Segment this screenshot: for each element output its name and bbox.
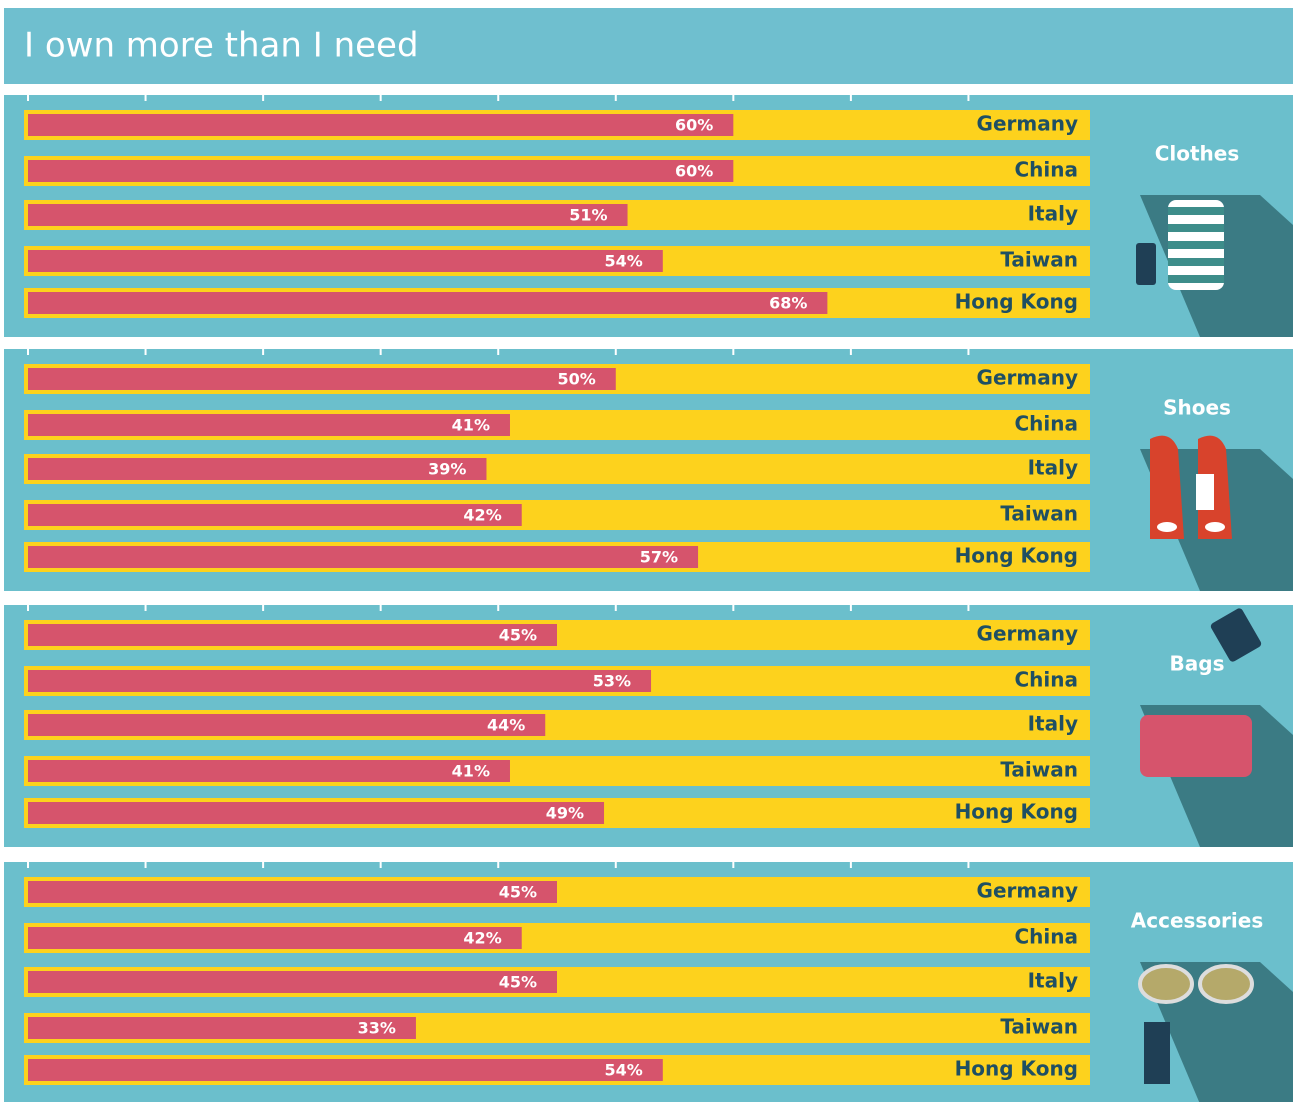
category-title: Accessories — [1131, 909, 1264, 933]
value-label: 39% — [428, 460, 466, 479]
country-label: Italy — [1028, 969, 1078, 993]
icon — [1168, 224, 1224, 232]
value-label: 41% — [452, 762, 490, 781]
value-label: 50% — [557, 370, 595, 389]
value-label: 45% — [499, 883, 537, 902]
bar — [28, 760, 510, 782]
bar — [28, 714, 545, 736]
bar — [28, 546, 698, 568]
country-label: Italy — [1028, 712, 1078, 736]
bar — [28, 971, 557, 993]
country-label: Taiwan — [1000, 502, 1078, 526]
icon — [1144, 1022, 1170, 1084]
bar — [28, 670, 651, 692]
value-label: 60% — [675, 162, 713, 181]
value-label: 54% — [605, 1061, 643, 1080]
country-label: China — [1014, 668, 1078, 692]
value-label: 42% — [463, 929, 501, 948]
bar — [28, 881, 557, 903]
country-label: Hong Kong — [955, 800, 1078, 824]
icon — [1168, 207, 1224, 215]
bar — [28, 368, 616, 390]
bar — [28, 414, 510, 436]
country-label: Taiwan — [1000, 1015, 1078, 1039]
country-label: Germany — [977, 879, 1078, 903]
icon — [1140, 715, 1252, 777]
icon — [1136, 243, 1156, 285]
bar — [28, 160, 733, 182]
bar — [28, 204, 628, 226]
country-label: Taiwan — [1000, 248, 1078, 272]
country-label: Hong Kong — [955, 1057, 1078, 1081]
value-label: 68% — [769, 294, 807, 313]
value-label: 44% — [487, 716, 525, 735]
country-label: China — [1014, 158, 1078, 182]
value-label: 60% — [675, 116, 713, 135]
value-label: 49% — [546, 804, 584, 823]
bar — [28, 927, 522, 949]
value-label: 41% — [452, 416, 490, 435]
value-label: 45% — [499, 973, 537, 992]
icon — [1168, 258, 1224, 266]
panel: Accessories 45% Germany 42% China 45% Italy 33%… — [4, 862, 1293, 1102]
page-title: I own more than I need — [24, 26, 419, 66]
country-label: Germany — [977, 112, 1078, 136]
panel: Bags 45% Germany 53% China 44% Italy 41% Taiwan 4… — [4, 605, 1293, 847]
country-label: China — [1014, 412, 1078, 436]
country-label: Hong Kong — [955, 544, 1078, 568]
bar — [28, 458, 486, 480]
category-title: Bags — [1170, 652, 1225, 676]
bar — [28, 292, 827, 314]
value-label: 51% — [569, 206, 607, 225]
icon — [1157, 522, 1177, 532]
bar — [28, 504, 522, 526]
icon — [1140, 966, 1192, 1002]
category-title: Clothes — [1155, 142, 1240, 166]
bar — [28, 624, 557, 646]
icon — [1200, 966, 1252, 1002]
bar — [28, 114, 733, 136]
icon — [1168, 275, 1224, 283]
country-label: Taiwan — [1000, 758, 1078, 782]
infographic: I own more than I need Clothes 60% Germany… — [0, 0, 1293, 1102]
value-label: 42% — [463, 506, 501, 525]
category-title: Shoes — [1163, 396, 1231, 420]
country-label: Germany — [977, 622, 1078, 646]
value-label: 54% — [605, 252, 643, 271]
country-label: Italy — [1028, 456, 1078, 480]
country-label: Germany — [977, 366, 1078, 390]
bar — [28, 802, 604, 824]
country-label: China — [1014, 925, 1078, 949]
bar — [28, 250, 663, 272]
icon — [1196, 474, 1214, 510]
value-label: 57% — [640, 548, 678, 567]
value-label: 53% — [593, 672, 631, 691]
value-label: 33% — [358, 1019, 396, 1038]
bar — [28, 1059, 663, 1081]
country-label: Italy — [1028, 202, 1078, 226]
panel: Clothes 60% Germany 60% China 51% Italy 54% Taiw… — [4, 95, 1293, 337]
panel: Shoes 50% Germany 41% China 39% Italy 42% Taiwan… — [4, 349, 1293, 591]
icon — [1205, 522, 1225, 532]
country-label: Hong Kong — [955, 290, 1078, 314]
icon — [1168, 241, 1224, 249]
value-label: 45% — [499, 626, 537, 645]
